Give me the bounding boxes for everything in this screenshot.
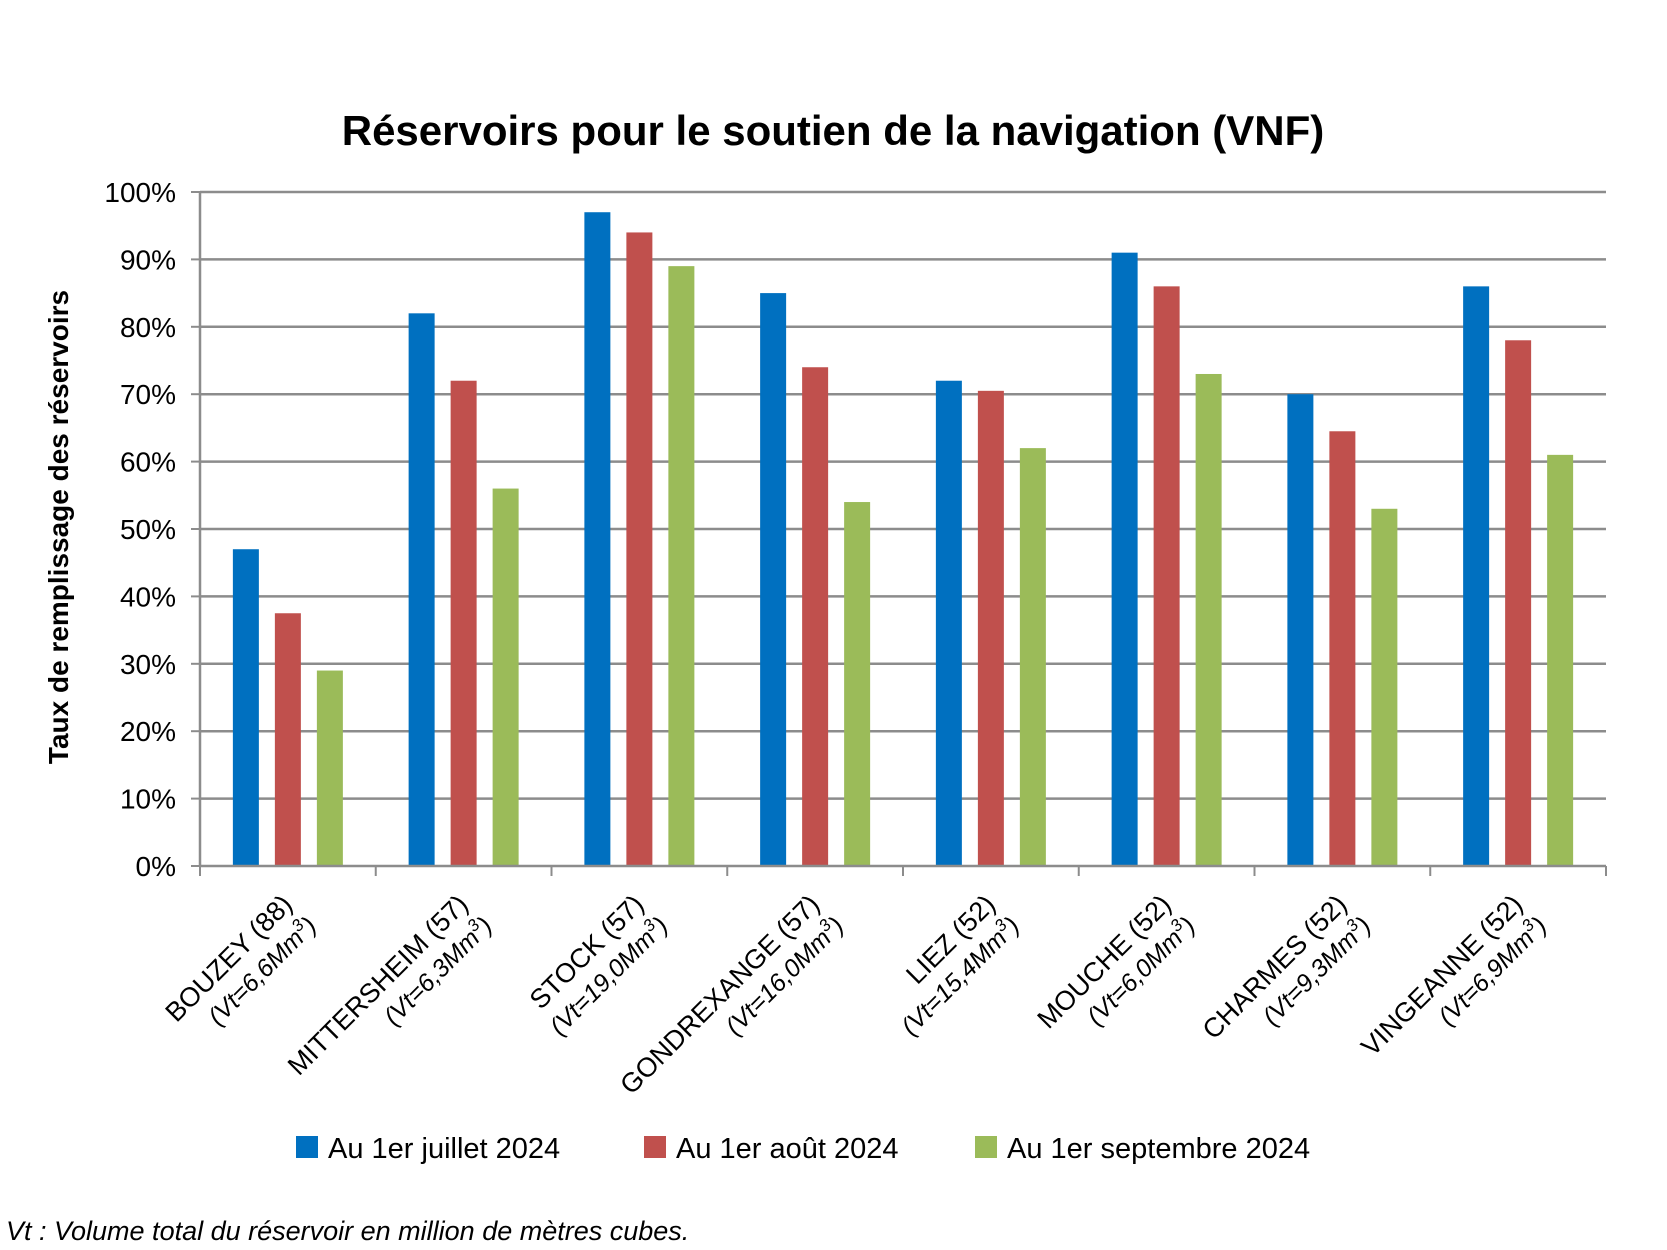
y-tick-label: 90% bbox=[120, 244, 176, 275]
legend-label-2: Au 1er août 2024 bbox=[676, 1133, 899, 1165]
bar-2-4 bbox=[802, 367, 829, 866]
y-tick-label: 20% bbox=[120, 716, 176, 747]
bar-1-4 bbox=[760, 293, 787, 867]
bar-1-2 bbox=[408, 313, 435, 866]
bar-3-1 bbox=[316, 670, 343, 866]
category-name: MITTERSHEIM (57) bbox=[282, 889, 474, 1081]
y-tick-label: 40% bbox=[120, 581, 176, 612]
legend-swatch-1 bbox=[296, 1136, 318, 1158]
bar-3-8 bbox=[1547, 454, 1574, 866]
legend-label-1: Au 1er juillet 2024 bbox=[328, 1133, 560, 1165]
bar-2-1 bbox=[274, 613, 301, 866]
axes: 0% 10% 20% 30% 40% 50% 60% 70% 80% 90% 100% bbox=[104, 177, 1607, 882]
bars bbox=[232, 212, 1574, 867]
x-category-label: MITTERSHEIM (57)(Vt=6,3Mm3) bbox=[282, 889, 498, 1081]
y-tick-label: 100% bbox=[104, 177, 176, 208]
y-tick-label: 0% bbox=[136, 851, 176, 882]
bar-2-3 bbox=[626, 232, 653, 866]
legend-swatch-2 bbox=[644, 1136, 666, 1158]
bar-2-6 bbox=[1153, 286, 1180, 866]
bar-2-7 bbox=[1329, 431, 1356, 866]
bar-1-7 bbox=[1287, 394, 1314, 866]
y-axis-label: Taux de remplissage des réservoirs bbox=[43, 290, 74, 764]
x-category-label: CHARMES (52)(Vt=9,3Mm3) bbox=[1197, 889, 1377, 1045]
x-category-label: MOUCHE (52)(Vt=6,0Mm3) bbox=[1032, 889, 1201, 1034]
bar-3-4 bbox=[844, 502, 871, 866]
legend-swatch-3 bbox=[975, 1136, 997, 1158]
bar-1-3 bbox=[584, 212, 611, 867]
bar-3-7 bbox=[1371, 508, 1398, 866]
bar-1-5 bbox=[935, 380, 962, 866]
bar-1-1 bbox=[232, 549, 259, 866]
x-category-label: VINGEANNE (52)(Vt=6,9Mm3) bbox=[1355, 889, 1552, 1062]
footnote: Vt : Volume total du réservoir en millio… bbox=[6, 1216, 689, 1246]
bar-2-2 bbox=[450, 380, 477, 866]
chart-title: Réservoirs pour le soutien de la navigat… bbox=[342, 107, 1325, 154]
y-tick-label: 30% bbox=[120, 649, 176, 680]
bar-1-8 bbox=[1463, 286, 1490, 866]
bar-3-3 bbox=[668, 266, 695, 866]
bar-3-6 bbox=[1195, 373, 1222, 866]
legend: Au 1er juillet 2024 Au 1er août 2024 Au 1e… bbox=[296, 1133, 1310, 1165]
y-tick-label: 60% bbox=[120, 447, 176, 478]
x-category-label: BOUZEY (88)(Vt=6,6Mm3) bbox=[159, 889, 322, 1031]
y-tick-label: 50% bbox=[120, 514, 176, 545]
bar-3-5 bbox=[1019, 448, 1046, 866]
category-labels: BOUZEY (88)(Vt=6,6Mm3)MITTERSHEIM (57)(V… bbox=[159, 889, 1552, 1100]
x-category-label: LIEZ (52)(Vt=15,4Mm3) bbox=[896, 889, 1025, 1041]
legend-label-3: Au 1er septembre 2024 bbox=[1007, 1133, 1310, 1165]
y-tick-label: 10% bbox=[120, 784, 176, 815]
bar-2-5 bbox=[977, 390, 1004, 866]
bar-2-8 bbox=[1505, 340, 1532, 866]
bar-3-2 bbox=[492, 488, 519, 866]
x-category-label: STOCK (57)(Vt=19,0Mm3) bbox=[524, 889, 674, 1041]
y-tick-label: 70% bbox=[120, 379, 176, 410]
y-tick-label: 80% bbox=[120, 312, 176, 343]
bar-1-6 bbox=[1111, 252, 1138, 866]
